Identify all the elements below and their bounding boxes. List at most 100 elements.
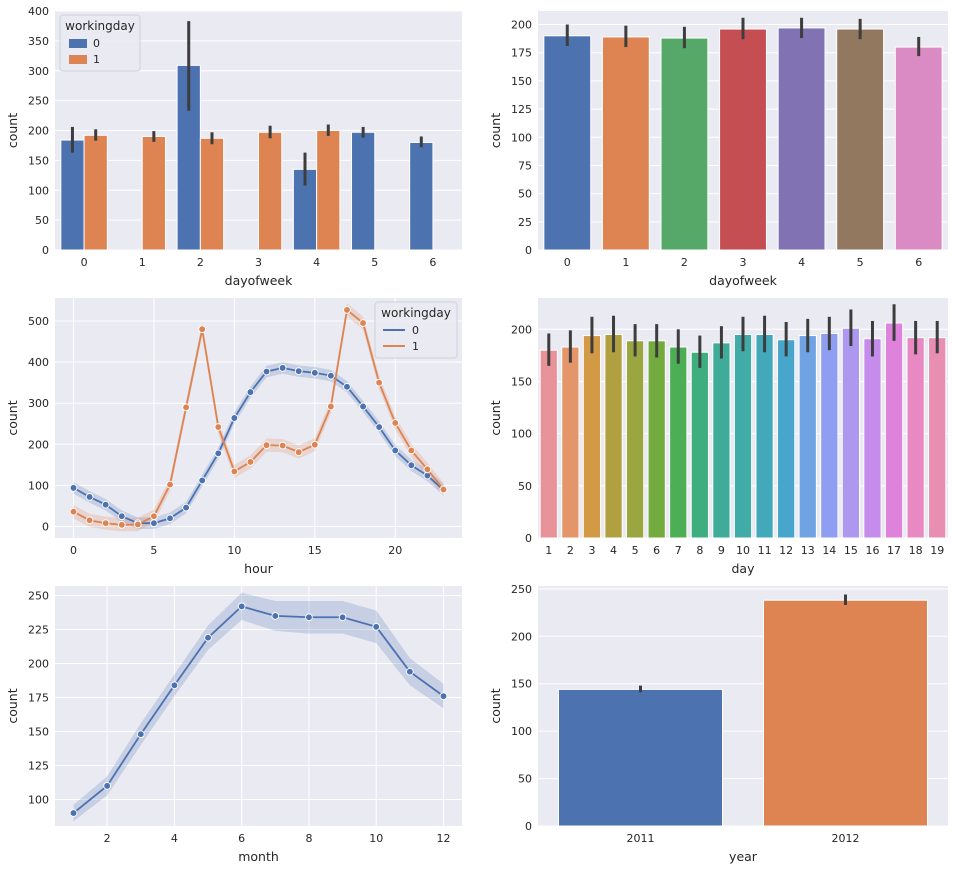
y-tick-label: 75 <box>518 159 532 172</box>
x-tick-label: 11 <box>758 544 772 557</box>
bar <box>894 46 943 251</box>
x-axis-label: month <box>238 849 279 864</box>
bar <box>647 340 666 539</box>
x-tick-label: 0 <box>70 544 77 557</box>
y-tick-label: 100 <box>511 428 532 441</box>
data-point <box>359 319 367 327</box>
bar <box>258 131 283 251</box>
x-tick-label: 3 <box>740 256 747 269</box>
data-point <box>182 503 190 512</box>
data-point <box>85 493 94 501</box>
y-tick-label: 50 <box>518 188 532 201</box>
bar <box>841 327 861 539</box>
legend-title: workingday <box>381 306 451 320</box>
bar <box>690 351 709 539</box>
data-point <box>69 809 78 817</box>
bar <box>820 332 839 539</box>
x-tick-label: 4 <box>798 256 805 269</box>
y-tick-label: 150 <box>511 678 532 691</box>
bar <box>719 28 767 251</box>
y-axis-label: count <box>5 688 20 723</box>
y-tick-label: 300 <box>28 397 49 410</box>
data-point <box>343 306 351 314</box>
bar <box>543 35 592 251</box>
x-tick-label: 10 <box>736 544 750 557</box>
x-tick-label: 3 <box>588 544 595 557</box>
bar <box>669 346 688 539</box>
y-tick-label: 400 <box>28 356 49 369</box>
x-tick-label: 20 <box>388 544 402 557</box>
x-tick-label: 15 <box>844 544 858 557</box>
y-tick-label: 225 <box>28 624 49 637</box>
x-axis-label: dayofweek <box>709 273 777 288</box>
x-tick-label: 1 <box>139 256 146 269</box>
x-tick-label: 17 <box>887 544 901 557</box>
bar <box>83 134 108 251</box>
y-tick-label: 100 <box>28 184 49 197</box>
data-point <box>343 382 351 391</box>
y-tick-label: 175 <box>28 692 49 705</box>
bar <box>798 335 817 539</box>
bar <box>604 334 623 539</box>
bar <box>539 349 558 539</box>
data-point <box>230 467 239 476</box>
x-tick-label: 6 <box>915 256 922 269</box>
legend-label: 0 <box>93 37 100 50</box>
y-tick-label: 400 <box>28 5 49 18</box>
data-point <box>237 602 246 611</box>
x-tick-label: 9 <box>718 544 725 557</box>
legend-swatch <box>69 55 87 64</box>
data-point <box>439 485 448 494</box>
data-point <box>271 612 280 620</box>
y-axis-label: count <box>488 113 503 148</box>
y-tick-label: 150 <box>28 154 49 167</box>
x-tick-label: 14 <box>822 544 836 557</box>
legend-title: workingday <box>65 19 135 33</box>
bar <box>660 37 709 251</box>
x-tick-label: 2012 <box>832 832 860 845</box>
bar <box>863 338 882 539</box>
series-line <box>72 605 445 814</box>
y-tick-label: 175 <box>511 47 532 60</box>
data-point <box>294 367 303 376</box>
bar <box>601 36 650 251</box>
data-point <box>117 520 126 529</box>
y-tick-label: 250 <box>28 95 49 108</box>
y-tick-label: 100 <box>28 479 49 492</box>
data-point <box>262 367 271 376</box>
bar <box>755 334 774 539</box>
x-tick-label: 8 <box>696 544 703 557</box>
data-point <box>85 516 94 525</box>
legend-label: 0 <box>412 324 419 337</box>
y-tick-label: 150 <box>511 75 532 88</box>
bar <box>928 337 947 539</box>
y-tick-label: 200 <box>511 323 532 336</box>
bar <box>561 346 580 539</box>
x-tick-label: 1 <box>622 256 629 269</box>
chart-dow_all: 0 25 50 75 100 125 150 175 200 dayofweek count 0 1 2 3… <box>488 11 948 288</box>
y-tick-label: 100 <box>511 131 532 144</box>
data-point <box>407 461 416 470</box>
y-tick-label: 100 <box>28 793 49 806</box>
bar <box>60 139 85 251</box>
data-point <box>294 448 303 456</box>
bar <box>763 599 928 827</box>
bar <box>777 27 826 251</box>
x-tick-label: 7 <box>675 544 682 557</box>
y-tick-label: 0 <box>42 520 49 533</box>
x-tick-label: 0 <box>564 256 571 269</box>
y-tick-label: 300 <box>28 65 49 78</box>
legend-box <box>374 301 458 359</box>
x-tick-label: 8 <box>305 832 312 845</box>
bar <box>199 137 225 251</box>
legend-label: 1 <box>412 340 419 353</box>
data-point <box>150 519 158 528</box>
data-point <box>310 368 319 377</box>
bar <box>351 131 376 251</box>
bar <box>733 334 753 539</box>
x-tick-label: 12 <box>437 832 451 845</box>
x-tick-label: 2 <box>681 256 688 269</box>
x-tick-label: 2011 <box>627 832 655 845</box>
